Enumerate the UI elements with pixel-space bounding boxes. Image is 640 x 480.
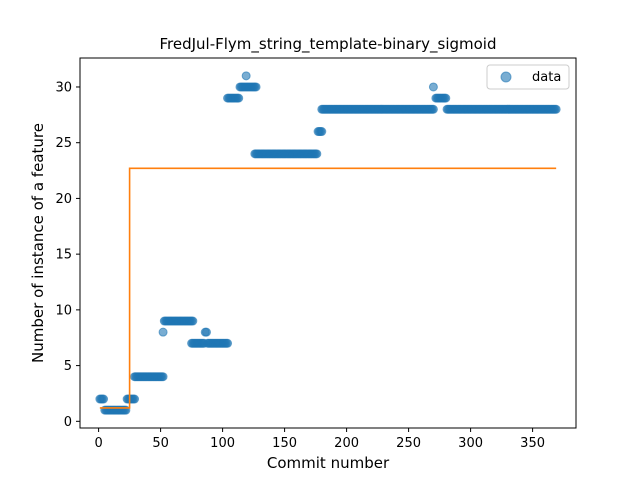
data-point bbox=[317, 127, 327, 137]
chart-title: FredJul-Flym_string_template-binary_sigm… bbox=[159, 35, 496, 54]
x-tick-label: 200 bbox=[334, 436, 359, 451]
y-tick-label: 20 bbox=[55, 192, 72, 207]
data-point bbox=[441, 93, 451, 103]
y-tick-label: 30 bbox=[55, 80, 72, 95]
x-tick-label: 300 bbox=[458, 436, 483, 451]
plot-background bbox=[80, 58, 576, 428]
y-axis-label: Number of instance of a feature bbox=[29, 123, 47, 363]
data-point bbox=[158, 372, 168, 382]
x-tick-label: 100 bbox=[210, 436, 235, 451]
x-tick-label: 150 bbox=[272, 436, 297, 451]
data-point bbox=[158, 327, 168, 337]
legend-marker-data bbox=[500, 71, 512, 83]
y-axis-ticks: 0 5 10 15 20 25 30 bbox=[55, 80, 80, 430]
data-marks bbox=[95, 71, 561, 415]
fit-line bbox=[99, 167, 557, 409]
y-tick-label: 10 bbox=[55, 303, 72, 318]
plot-area bbox=[79, 57, 577, 429]
plot-frame bbox=[79, 57, 577, 429]
y-tick-label: 15 bbox=[55, 248, 72, 263]
y-tick-label: 0 bbox=[64, 415, 72, 430]
data-point bbox=[99, 394, 109, 404]
legend-label-data: data bbox=[532, 70, 561, 85]
data-point bbox=[188, 316, 198, 326]
data-point bbox=[201, 327, 211, 337]
data-point bbox=[551, 104, 561, 114]
x-axis-label: Commit number bbox=[267, 454, 390, 472]
data-point bbox=[428, 82, 438, 92]
data-point bbox=[223, 338, 233, 348]
data-point bbox=[234, 93, 244, 103]
x-tick-label: 50 bbox=[152, 436, 169, 451]
data-point bbox=[428, 104, 438, 114]
x-axis-ticks: 0 50 100 150 200 250 300 350 bbox=[94, 428, 545, 451]
data-point bbox=[241, 71, 251, 81]
legend: data bbox=[486, 64, 570, 90]
data-point bbox=[312, 149, 322, 159]
data-point bbox=[130, 394, 140, 404]
x-tick-label: 350 bbox=[520, 436, 545, 451]
x-tick-label: 0 bbox=[94, 436, 102, 451]
y-tick-label: 25 bbox=[55, 136, 72, 151]
y-tick-label: 5 bbox=[64, 359, 72, 374]
data-point bbox=[251, 82, 261, 92]
x-tick-label: 250 bbox=[396, 436, 421, 451]
legend-box bbox=[486, 64, 570, 90]
